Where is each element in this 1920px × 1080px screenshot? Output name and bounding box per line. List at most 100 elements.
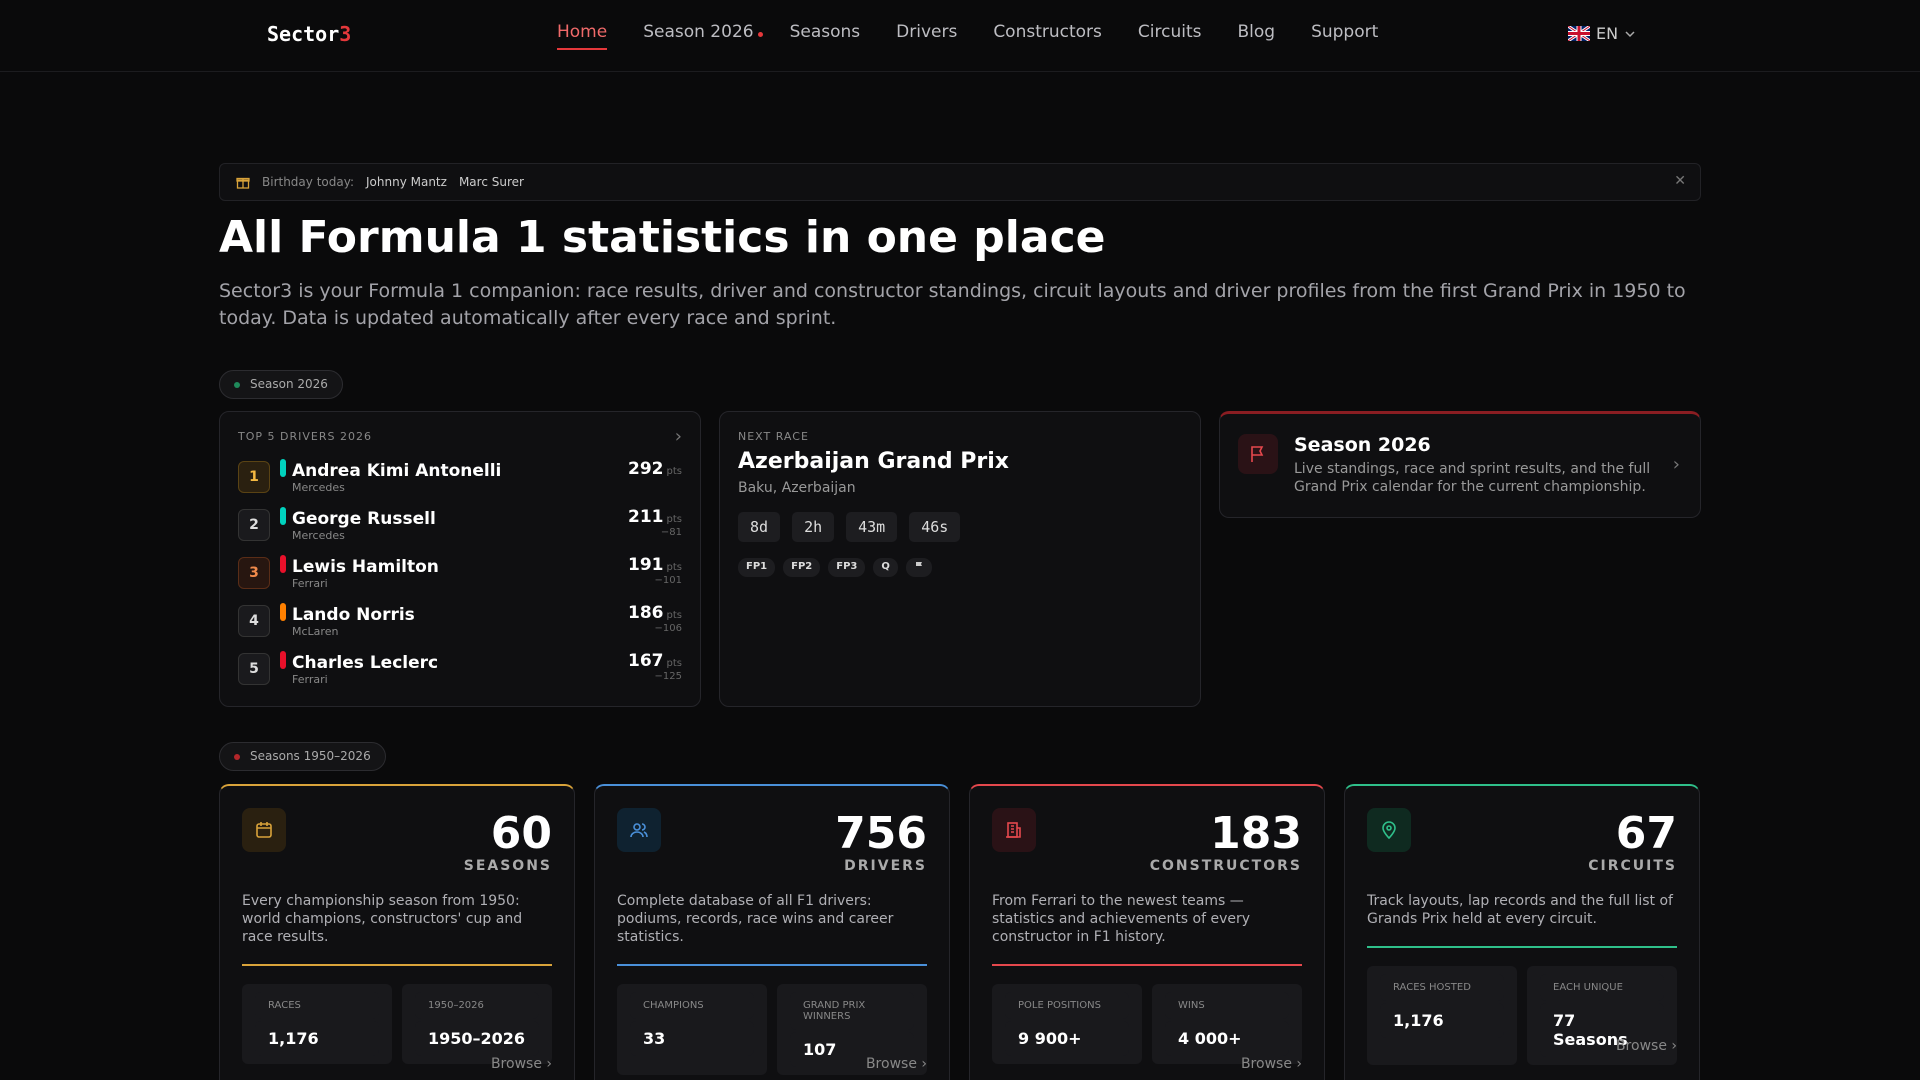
browse-link[interactable]: Browse ›: [491, 1056, 552, 1072]
browse-link[interactable]: Browse ›: [1616, 1038, 1677, 1054]
stat-card[interactable]: 183 CONSTRUCTORS From Ferrari to the newes…: [969, 784, 1325, 1080]
stat-card[interactable]: 60 SEASONS Every championship season from …: [219, 784, 575, 1080]
hero-title: All Formula 1 statistics in one place: [219, 212, 1106, 263]
driver-info: Lewis Hamilton Ferrari: [292, 557, 439, 590]
icon: [1382, 821, 1396, 840]
points-unit: pts: [666, 610, 682, 621]
top-drivers-card[interactable]: TOP 5 DRIVERS 2026 › 1 Andrea Kimi Antone…: [219, 411, 701, 707]
mini-stat: RACES HOSTED 1,176: [1367, 966, 1517, 1065]
driver-row[interactable]: 4 Lando Norris McLaren 186 pts −106: [238, 597, 682, 645]
mini-stat-label: EACH UNIQUE: [1540, 974, 1664, 1001]
close-button[interactable]: ✕: [1674, 173, 1686, 189]
birthday-name[interactable]: Marc Surer: [458, 175, 524, 189]
session-chip: FP3: [828, 558, 866, 577]
brand-accent: 3: [339, 22, 352, 46]
browse-chevron: ›: [916, 1056, 927, 1072]
stat-description: From Ferrari to the newest teams — stati…: [992, 893, 1251, 945]
points-value: 167: [628, 651, 664, 671]
brand[interactable]: Sector3: [267, 22, 351, 46]
mini-stat-label: CHAMPIONS: [630, 992, 754, 1019]
driver-list: 1 Andrea Kimi Antonelli Mercedes 292 pts 2 Geo…: [238, 453, 682, 693]
chevron: ›: [1672, 454, 1680, 475]
mini-stat-label: GRAND PRIX WINNERS: [790, 992, 914, 1030]
points: 191 pts −101: [628, 555, 682, 586]
nav-link[interactable]: Drivers: [896, 22, 958, 42]
points-value: 292: [628, 459, 664, 479]
team-name: McLaren: [292, 624, 339, 638]
mini-stat-value: 4 000+: [1165, 1021, 1289, 1056]
nav-link[interactable]: Circuits: [1137, 22, 1202, 42]
driver-name: Lando Norris: [292, 604, 415, 625]
browse-text: Browse: [1615, 1038, 1667, 1054]
gift-icon: [236, 177, 250, 189]
driver-row[interactable]: 3 Lewis Hamilton Ferrari 191 pts −101: [238, 549, 682, 597]
mini-stat-value: 1950–2026: [415, 1021, 539, 1056]
race-flag-chip: [905, 558, 932, 577]
flag-icon: [1251, 446, 1264, 462]
mini-stat-label: 1950–2026: [415, 992, 539, 1019]
driver-row[interactable]: 1 Andrea Kimi Antonelli Mercedes 292 pts: [238, 453, 682, 501]
points: 292 pts: [628, 459, 682, 479]
browse-chevron: ›: [541, 1056, 552, 1072]
birthday-name[interactable]: Johnny Mantz: [366, 175, 447, 189]
team-color: [280, 459, 286, 477]
team-color: [280, 507, 286, 525]
next-race-card[interactable]: NEXT RACE Azerbaijan Grand Prix Baku, Az…: [719, 411, 1201, 707]
stat-description: Every championship season from 1950: wor…: [242, 893, 523, 945]
browse-link[interactable]: Browse ›: [1241, 1056, 1302, 1072]
driver-row[interactable]: 5 Charles Leclerc Ferrari 167 pts −125: [238, 645, 682, 693]
nav-link[interactable]: Home: [557, 22, 608, 50]
nav-link[interactable]: Constructors: [993, 22, 1102, 42]
mini-stat: GRAND PRIX WINNERS 107: [777, 984, 927, 1075]
driver-name: Andrea Kimi Antonelli: [292, 460, 502, 481]
nav-link[interactable]: Blog: [1237, 22, 1276, 42]
flag-icon: [1568, 26, 1590, 41]
stat-value: 60: [490, 808, 552, 859]
countdown-unit: 43m: [846, 512, 898, 542]
language-select[interactable]: EN: [1568, 24, 1636, 43]
card-label: NEXT RACE: [738, 430, 809, 443]
race-location: Baku, Azerbaijan: [738, 480, 856, 496]
chevron: ›: [674, 426, 682, 447]
season-card[interactable]: Season 2026 Live standings, race and spr…: [1219, 411, 1701, 518]
icon-box: [242, 808, 286, 852]
driver-name: Lewis Hamilton: [292, 556, 439, 577]
points-value: 211: [628, 507, 664, 527]
position: 4: [238, 605, 270, 637]
nav-link[interactable]: Season 2026: [643, 22, 763, 50]
divider: [1367, 946, 1677, 948]
mini-stat: EACH UNIQUE 77 Seasons: [1527, 966, 1677, 1065]
driver-info: George Russell Mercedes: [292, 509, 436, 542]
nav-link[interactable]: Seasons: [789, 22, 861, 42]
driver-row[interactable]: 2 George Russell Mercedes 211 pts −81: [238, 501, 682, 549]
position: 1: [238, 461, 270, 493]
mini-stat: RACES 1,176: [242, 984, 392, 1064]
mini-stat-value: 107: [790, 1032, 914, 1067]
mini-stat: POLE POSITIONS 9 900+: [992, 984, 1142, 1064]
icon-box: [1367, 808, 1411, 852]
birthday-label: Birthday today:: [262, 175, 354, 189]
mini-stat: CHAMPIONS 33: [617, 984, 767, 1075]
mini-stats: RACES HOSTED 1,176 EACH UNIQUE 77 Seasons: [1367, 966, 1677, 1065]
team-name: Ferrari: [292, 576, 328, 590]
stat-card[interactable]: 756 DRIVERS Complete database of all F1 dr…: [594, 784, 950, 1080]
stat-label: CIRCUITS: [1588, 858, 1677, 874]
nav-link[interactable]: Support: [1311, 22, 1379, 42]
team-color: [280, 603, 286, 621]
mini-stat-label: WINS: [1165, 992, 1289, 1019]
browse-text: Browse: [490, 1056, 542, 1072]
points-gap: −101: [654, 575, 682, 586]
mini-stat-value: 33: [630, 1021, 754, 1056]
stat-value: 67: [1615, 808, 1677, 859]
mini-stat-value: 77 Seasons: [1540, 1003, 1664, 1057]
points: 211 pts −81: [628, 507, 682, 538]
mini-stat-value: 9 900+: [1005, 1021, 1129, 1056]
flag-icon: [915, 562, 922, 570]
stat-card[interactable]: 67 CIRCUITS Track layouts, lap records and…: [1344, 784, 1700, 1080]
team-color: [280, 555, 286, 573]
stat-value: 756: [835, 808, 927, 859]
browse-text: Browse: [1240, 1056, 1292, 1072]
browse-link[interactable]: Browse ›: [866, 1056, 927, 1072]
mini-stat-label: RACES: [255, 992, 379, 1019]
team-color: [280, 651, 286, 669]
